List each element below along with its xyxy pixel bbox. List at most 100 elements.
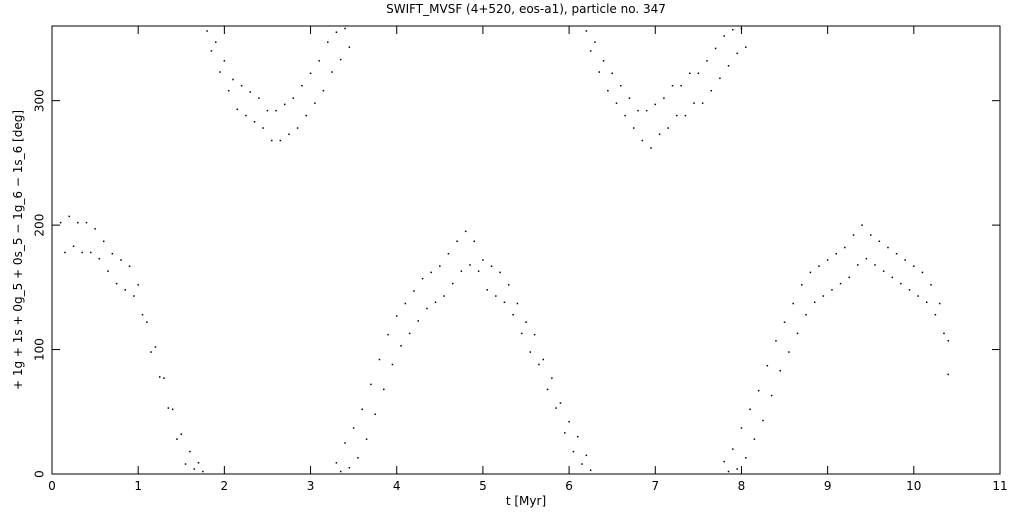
point <box>775 340 777 342</box>
point <box>77 221 79 224</box>
point <box>387 333 389 336</box>
point <box>352 427 355 429</box>
point <box>219 71 221 73</box>
point <box>249 91 251 93</box>
point <box>292 97 295 99</box>
point <box>253 121 256 123</box>
point <box>451 282 454 285</box>
point <box>314 102 316 104</box>
point <box>822 295 825 297</box>
point <box>64 251 66 254</box>
point <box>335 31 338 33</box>
point <box>266 109 269 112</box>
point <box>189 450 191 453</box>
point <box>176 438 178 440</box>
point <box>301 84 303 87</box>
point <box>210 50 213 52</box>
x-tick-label: 9 <box>824 479 832 493</box>
point <box>335 462 338 464</box>
point <box>525 321 527 323</box>
point <box>227 89 230 92</box>
point <box>788 351 790 353</box>
y-tick-label: 300 <box>33 89 47 112</box>
point <box>85 221 88 224</box>
point <box>740 27 743 30</box>
point <box>813 301 816 304</box>
point <box>90 251 92 254</box>
x-tick-label: 3 <box>307 479 315 493</box>
point <box>684 114 687 117</box>
point <box>632 127 635 129</box>
point <box>141 313 144 316</box>
point <box>607 89 609 92</box>
point <box>576 435 579 438</box>
point <box>589 50 592 52</box>
point <box>701 102 704 104</box>
point <box>650 147 652 149</box>
point <box>357 457 359 459</box>
point <box>839 282 842 285</box>
point <box>163 377 165 379</box>
point <box>288 133 290 136</box>
point <box>921 271 924 274</box>
point <box>460 270 463 272</box>
x-tick-label: 1 <box>134 479 142 493</box>
point <box>464 230 467 233</box>
point <box>947 373 950 376</box>
point <box>835 252 838 255</box>
point <box>874 264 876 266</box>
point <box>779 369 781 372</box>
point <box>171 408 174 411</box>
point <box>947 340 950 342</box>
point <box>757 389 760 392</box>
point <box>732 28 734 31</box>
point <box>275 109 277 112</box>
point <box>710 89 713 92</box>
point <box>714 47 717 50</box>
point <box>322 89 325 92</box>
point <box>150 351 152 353</box>
point <box>844 246 846 249</box>
point <box>857 264 859 266</box>
point <box>564 432 566 434</box>
point <box>516 302 519 305</box>
point <box>878 240 881 243</box>
point <box>861 224 863 226</box>
point <box>417 320 420 322</box>
point <box>706 60 708 62</box>
y-axis-label: + 1g + 1s + 0g_5 + 0s_5 − 1g_6 − 1s_6 [d… <box>11 110 25 390</box>
point <box>206 30 208 32</box>
x-tick-label: 11 <box>992 479 1007 493</box>
point <box>202 470 204 473</box>
point <box>469 264 471 266</box>
point <box>913 265 915 267</box>
point <box>158 376 161 378</box>
point <box>59 221 62 224</box>
point <box>943 332 945 335</box>
point <box>503 301 506 304</box>
point <box>736 468 738 470</box>
point <box>727 470 730 473</box>
point <box>697 72 700 75</box>
point <box>520 332 523 335</box>
point <box>745 457 747 459</box>
point <box>240 84 243 87</box>
point <box>904 259 906 261</box>
point <box>137 284 139 286</box>
point <box>421 277 424 280</box>
point <box>197 462 200 464</box>
point <box>624 114 626 117</box>
point <box>258 97 260 99</box>
point <box>374 413 376 416</box>
x-tick-label: 10 <box>906 479 921 493</box>
point <box>473 240 476 243</box>
point <box>555 407 557 409</box>
point <box>727 65 730 67</box>
point <box>796 332 799 335</box>
x-tick-label: 4 <box>393 479 401 493</box>
point <box>533 333 536 336</box>
point <box>477 270 480 272</box>
point <box>232 78 234 81</box>
y-tick-label: 100 <box>33 338 47 361</box>
